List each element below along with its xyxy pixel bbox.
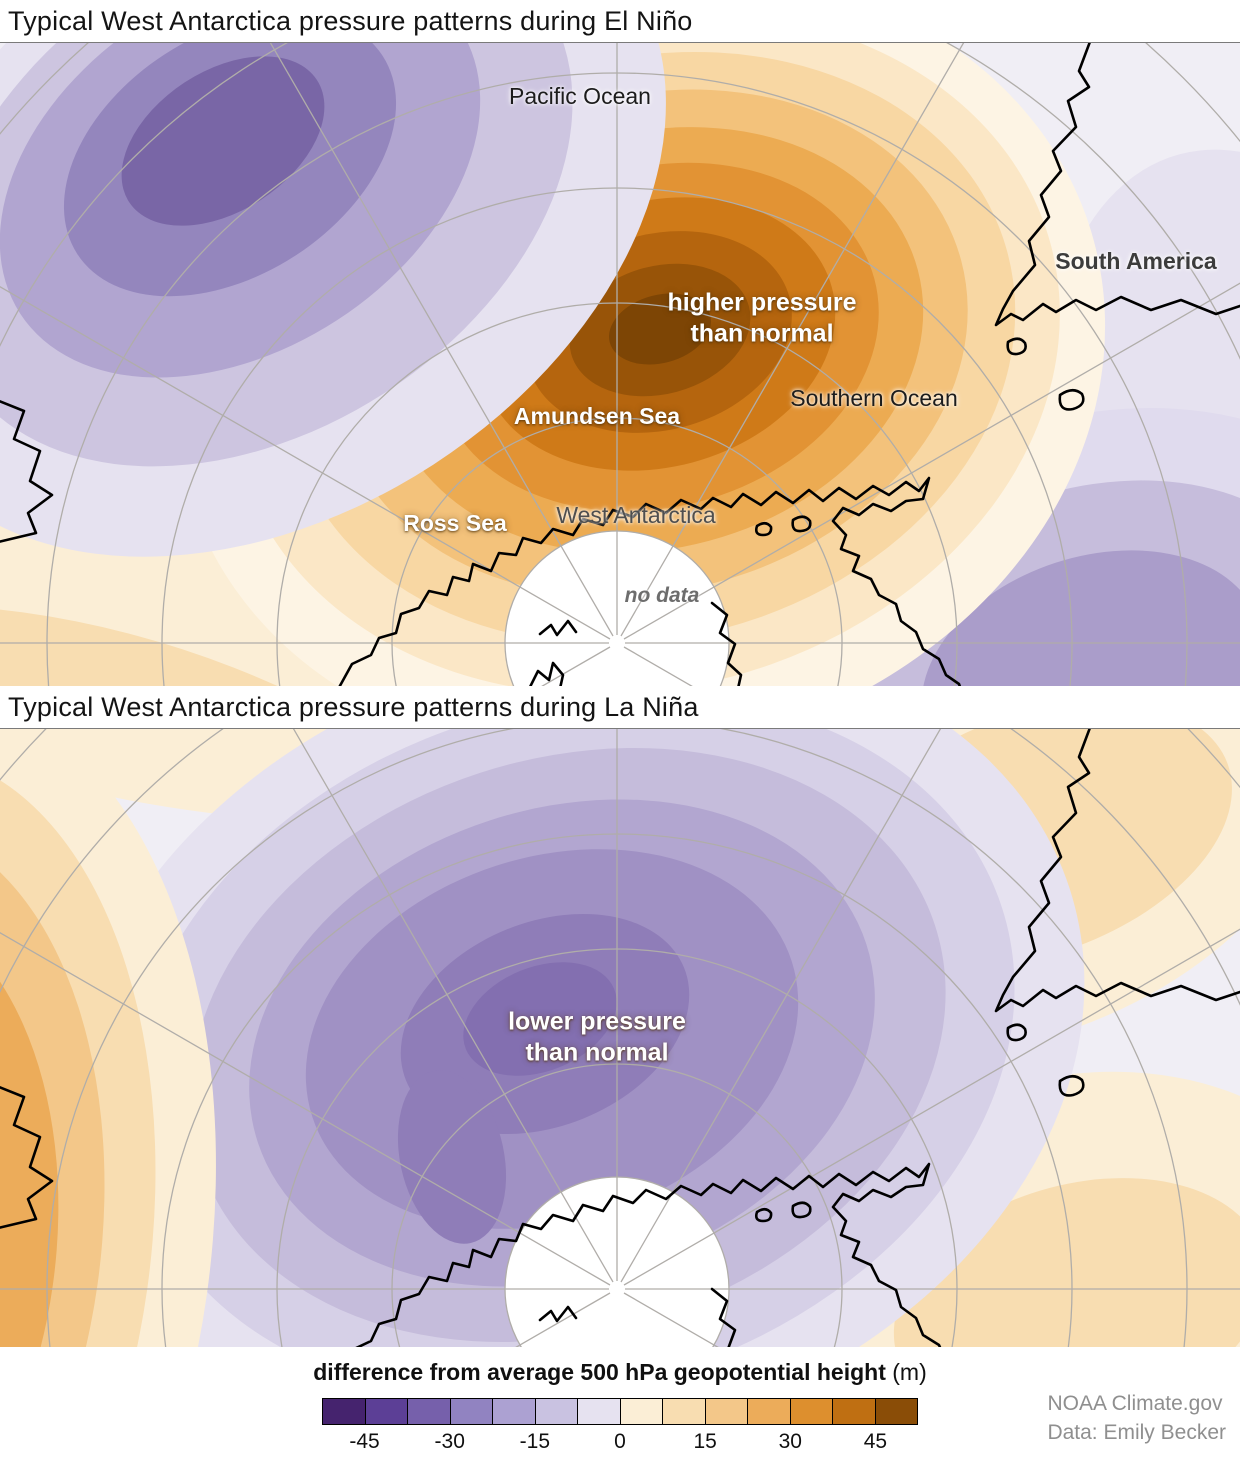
colorbar-tick: 0 xyxy=(614,1430,626,1453)
colorbar-segment xyxy=(534,1399,577,1424)
attribution-source: NOAA Climate.gov xyxy=(1047,1392,1223,1415)
label-higher-pressure: higher pressure than normal xyxy=(668,288,857,349)
colorbar-segment xyxy=(323,1399,365,1424)
colorbar-tick: -15 xyxy=(519,1430,551,1453)
colorbar xyxy=(322,1398,918,1425)
label-amundsen-sea: Amundsen Sea xyxy=(513,402,681,429)
map-canvas-elnino xyxy=(0,43,1240,686)
legend-title-unit: (m) xyxy=(885,1359,927,1385)
label-lower-pressure-line1: lower pressure xyxy=(508,1007,686,1036)
attribution-data: Data: Emily Becker xyxy=(1047,1421,1226,1445)
colorbar-segment xyxy=(449,1399,492,1424)
colorbar-segment xyxy=(789,1399,832,1424)
colorbar-ticks: -45 -30 -15 0 15 30 45 xyxy=(322,1430,918,1456)
attribution: NOAA Climate.gov Data: Emily Becker xyxy=(1047,1389,1226,1448)
label-south-america: South America xyxy=(1055,247,1217,274)
contour-fills-elnino xyxy=(0,43,1240,686)
map-title-lanina: Typical West Antarctica pressure pattern… xyxy=(0,686,1240,729)
label-lower-pressure: lower pressure than normal xyxy=(508,1007,686,1068)
colorbar-segment xyxy=(619,1399,662,1424)
map-panel-lanina: Typical West Antarctica pressure pattern… xyxy=(0,686,1240,1347)
label-pacific-ocean: Pacific Ocean xyxy=(509,82,651,109)
colorbar-segment xyxy=(492,1399,535,1424)
label-higher-pressure-line1: higher pressure xyxy=(667,288,857,317)
map-panel-elnino: Typical West Antarctica pressure pattern… xyxy=(0,0,1240,686)
colorbar-segment xyxy=(407,1399,450,1424)
colorbar-wrap: -45 -30 -15 0 15 30 45 xyxy=(322,1398,918,1456)
colorbar-segment xyxy=(747,1399,790,1424)
map-lanina: lower pressure than normal xyxy=(0,729,1240,1347)
colorbar-tick: 15 xyxy=(693,1430,717,1453)
colorbar-tick: -30 xyxy=(434,1430,465,1453)
label-west-antarctica: West Antarctica xyxy=(556,501,716,528)
colorbar-tick: 45 xyxy=(863,1430,888,1453)
colorbar-segment xyxy=(874,1399,917,1424)
legend: difference from average 500 hPa geopoten… xyxy=(0,1347,1240,1460)
colorbar-segment xyxy=(662,1399,705,1424)
label-no-data: no data xyxy=(624,584,700,608)
map-elnino: Pacific Ocean South America higher press… xyxy=(0,43,1240,686)
map-title-elnino: Typical West Antarctica pressure pattern… xyxy=(0,0,1240,43)
colorbar-segment xyxy=(704,1399,747,1424)
map-canvas-lanina xyxy=(0,729,1240,1347)
label-lower-pressure-line2: than normal xyxy=(525,1038,669,1066)
colorbar-tick: 30 xyxy=(778,1430,802,1453)
label-higher-pressure-line2: than normal xyxy=(690,319,834,347)
legend-title-bold: difference from average 500 hPa geopoten… xyxy=(313,1359,886,1385)
colorbar-segment xyxy=(832,1399,875,1424)
colorbar-segment xyxy=(364,1399,407,1424)
colorbar-tick: -45 xyxy=(349,1430,380,1453)
legend-title: difference from average 500 hPa geopoten… xyxy=(0,1359,1240,1386)
colorbar-segment xyxy=(577,1399,620,1424)
label-southern-ocean: Southern Ocean xyxy=(790,384,958,411)
label-ross-sea: Ross Sea xyxy=(403,509,507,536)
